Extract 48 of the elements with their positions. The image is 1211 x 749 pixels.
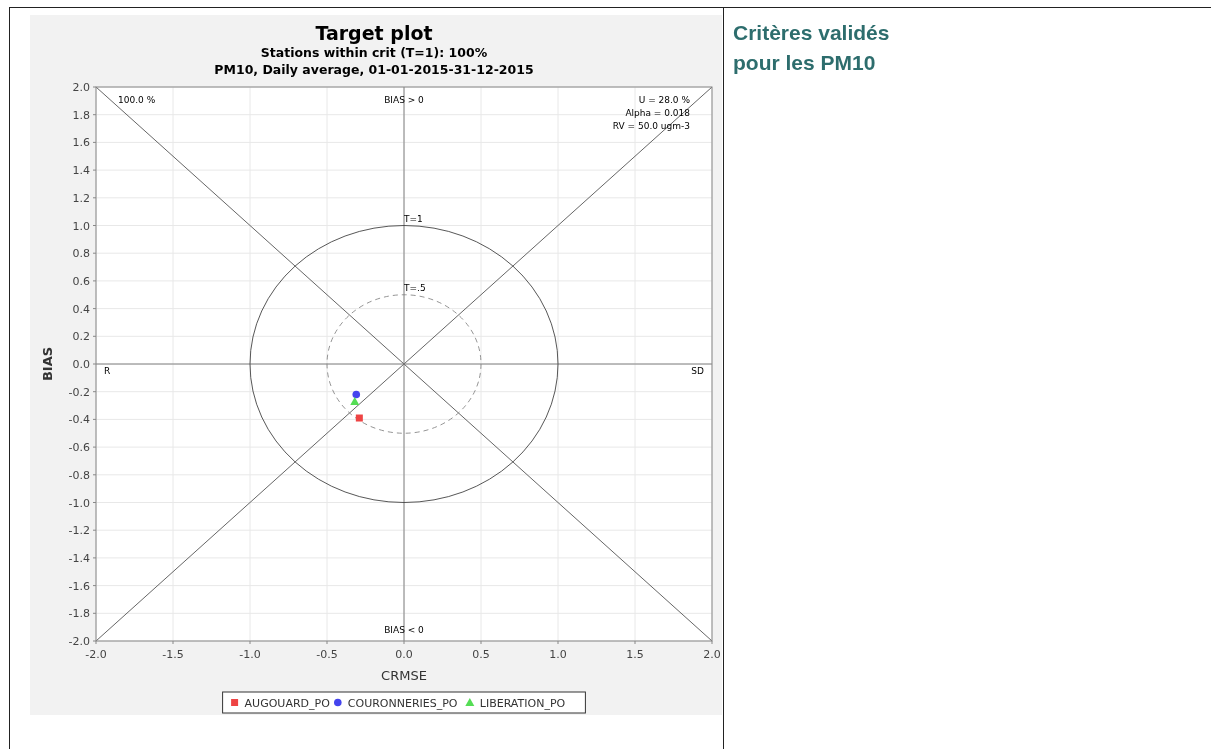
annotation: R [104,366,111,376]
y-tick-label: -0.2 [68,385,90,399]
chart-title: Target plot [315,22,433,44]
y-axis-title: BIAS [40,346,55,382]
x-tick-label: 1.0 [549,648,567,661]
annotation: BIAS > 0 [384,95,425,105]
y-tick-label: -1.6 [68,579,90,593]
y-tick-label: -1.2 [68,524,90,538]
x-tick-label: 0.5 [472,648,490,661]
y-tick-label: -0.8 [68,468,90,482]
y-tick-label: -1.0 [68,496,90,510]
annotation: Alpha = 0.018 [625,108,691,118]
x-tick-label: -1.5 [162,648,184,661]
x-tick-label: -2.0 [85,648,107,661]
y-tick-label: 0.2 [72,330,90,344]
y-tick-label: 0.6 [72,274,90,288]
y-tick-label: 1.8 [72,108,90,122]
y-tick-label: 0.4 [72,302,90,316]
legend-label: COURONNERIES_PO [347,697,458,710]
y-tick-label: -0.6 [68,441,90,455]
chart-subtitle: Stations within crit (T=1): 100% PM10, Daily average, 01-01-2015-31-12-2015 [214,45,534,77]
y-tick-label: -1.4 [68,551,90,565]
y-tick-label: -2.0 [68,635,90,648]
y-tick-label: 1.0 [72,219,90,233]
annotation: U = 28.0 % [638,95,691,105]
x-tick-label: -1.0 [239,648,261,661]
annotation: RV = 50.0 ugm-3 [612,121,690,131]
legend-label: AUGOUARD_PO [244,697,331,710]
annotation: 100.0 % [118,95,156,105]
annotation: SD [691,366,705,376]
x-tick-label: 0.0 [395,648,413,661]
x-tick-label: -0.5 [316,648,338,661]
y-tick-label: -0.4 [68,413,90,427]
annotation: T=1 [403,213,423,224]
y-tick-label: 1.4 [72,164,90,178]
legend-label: LIBERATION_PO [479,697,566,710]
y-tick-label: 1.2 [72,191,90,205]
x-axis-title: CRMSE [381,668,427,683]
y-tick-label: 2.0 [72,81,90,94]
y-tick-label: 0.0 [72,358,90,371]
y-tick-label: 0.8 [72,247,90,261]
y-tick-label: -1.8 [68,607,90,621]
text: Critères validés pour les PM10 [733,21,890,74]
annotation: BIAS < 0 [384,625,425,635]
x-tick-label: 1.5 [626,648,644,661]
x-tick-label: 2.0 [703,648,721,661]
annotation: T=.5 [403,282,426,293]
y-tick-label: 1.6 [72,136,90,150]
